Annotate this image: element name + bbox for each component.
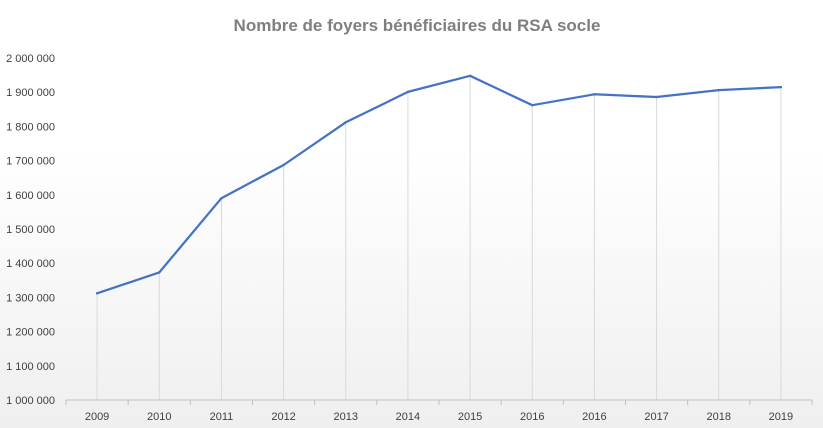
data-point: [344, 121, 347, 124]
x-tick-label: 2016: [520, 411, 544, 423]
data-point: [95, 292, 99, 295]
data-point: [282, 163, 285, 167]
data-point: [593, 93, 596, 96]
y-tick-label: 1 400 000: [6, 258, 55, 270]
y-tick-label: 1 100 000: [6, 361, 55, 373]
x-axis-ticks: 2009 2010 2011 2012 2013 2014 2015 2016 2016 2017…: [85, 411, 793, 423]
data-point: [531, 103, 534, 107]
y-axis-ticks: 1 000 000 1 100 000 1 200 000 1 300 000 1 40…: [6, 53, 55, 407]
x-tick-label: 2012: [271, 411, 295, 423]
series-group: [95, 74, 783, 295]
x-tick-label: 2011: [210, 411, 234, 423]
y-tick-label: 1 300 000: [6, 292, 55, 304]
x-tick-label: 2016: [582, 411, 606, 423]
data-point: [468, 74, 472, 77]
y-tick-label: 1 200 000: [6, 327, 55, 339]
y-tick-label: 1 000 000: [6, 395, 55, 407]
data-point: [220, 197, 223, 200]
data-point: [655, 95, 658, 99]
y-tick-label: 1 800 000: [6, 121, 55, 133]
chart-title: Nombre de foyers bénéficiaires du RSA so…: [234, 16, 601, 35]
x-tick-label: 2013: [334, 411, 358, 423]
x-tick-label: 2019: [769, 411, 793, 423]
series-line: [95, 74, 783, 295]
data-point: [779, 85, 783, 89]
data-point: [158, 271, 161, 274]
drop-lines: [96, 75, 782, 400]
x-axis: [65, 399, 813, 405]
x-tick-label: 2009: [85, 411, 109, 423]
y-tick-label: 2 000 000: [6, 53, 55, 65]
x-tick-label: 2018: [707, 411, 731, 423]
y-tick-label: 1 900 000: [6, 87, 55, 99]
x-tick-label: 2014: [396, 411, 420, 423]
y-tick-label: 1 700 000: [6, 156, 55, 168]
y-tick-label: 1 500 000: [6, 224, 55, 236]
y-tick-label: 1 600 000: [6, 190, 55, 202]
x-tick-label: 2017: [644, 411, 668, 423]
data-point: [717, 88, 720, 92]
x-tick-label: 2015: [458, 411, 482, 423]
x-tick-label: 2010: [147, 411, 171, 423]
data-point: [406, 90, 410, 94]
